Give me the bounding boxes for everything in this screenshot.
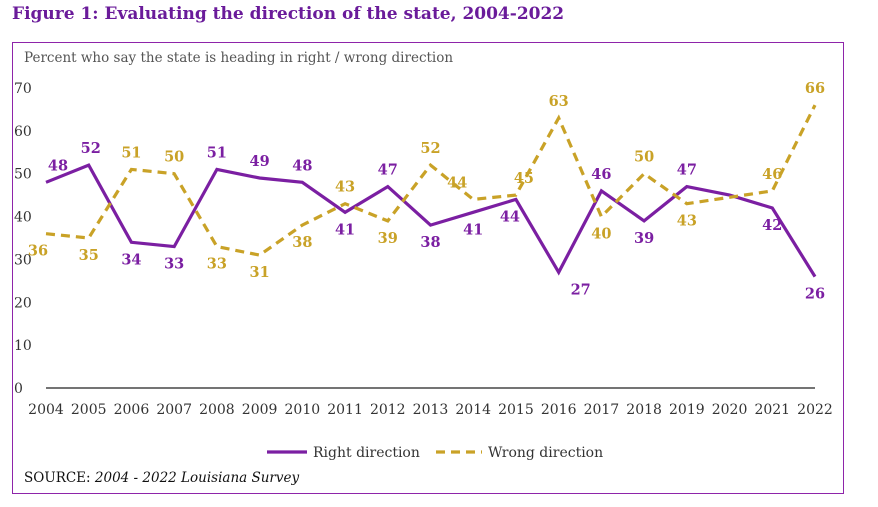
legend-label-wrong: Wrong direction: [488, 445, 603, 461]
data-label: 44: [447, 174, 467, 191]
data-label: 27: [571, 281, 591, 298]
data-label: 52: [420, 140, 440, 157]
x-tick-label: 2013: [413, 402, 449, 418]
data-label: 40: [591, 226, 611, 243]
x-tick-label: 2017: [584, 402, 620, 418]
x-tick-label: 2008: [199, 402, 235, 418]
series-lines: [45, 104, 817, 278]
series-line-wrong: [45, 104, 817, 257]
source-label: SOURCE:: [24, 470, 95, 486]
y-tick-label: 10: [14, 338, 32, 354]
data-label: 42: [762, 217, 782, 234]
data-label: 45: [514, 170, 534, 187]
x-tick-label: 2012: [370, 402, 406, 418]
data-label: 38: [292, 234, 312, 251]
data-label: 26: [805, 286, 825, 303]
chart-frame: [12, 42, 844, 494]
x-tick-label: 2021: [754, 402, 790, 418]
data-label: 52: [81, 140, 101, 157]
data-labels: 48 52 34 33 51 49 48 41 47 38 41 44 27 46 39 47 42 26 36 35…: [28, 80, 825, 302]
data-label: 46: [591, 166, 611, 183]
y-axis-ticks: 0 10 20 30 40 50 60 70: [14, 81, 32, 397]
data-label: 66: [805, 80, 825, 97]
x-tick-label: 2004: [28, 402, 64, 418]
source-note: SOURCE: 2004 - 2022 Louisiana Survey: [24, 470, 299, 486]
data-label: 31: [250, 264, 270, 281]
y-tick-label: 30: [14, 252, 32, 268]
x-tick-label: 2016: [541, 402, 577, 418]
x-tick-label: 2015: [498, 402, 534, 418]
y-tick-label: 20: [14, 295, 32, 311]
data-label: 48: [48, 157, 68, 174]
data-label: 33: [207, 256, 227, 273]
y-tick-label: 60: [14, 124, 32, 140]
x-tick-label: 2020: [712, 402, 748, 418]
data-label: 50: [164, 149, 184, 166]
data-label: 34: [121, 251, 141, 268]
data-label: 43: [677, 213, 697, 230]
data-label: 47: [378, 162, 398, 179]
x-tick-label: 2011: [327, 402, 363, 418]
data-label: 33: [164, 256, 184, 273]
data-label: 38: [420, 234, 440, 251]
x-tick-label: 2006: [114, 402, 150, 418]
x-tick-label: 2014: [455, 402, 491, 418]
data-label: 43: [335, 179, 355, 196]
x-tick-label: 2019: [669, 402, 705, 418]
x-tick-label: 2010: [285, 402, 321, 418]
data-label: 35: [79, 247, 99, 264]
y-tick-label: 0: [14, 381, 23, 397]
data-label: 41: [463, 221, 483, 238]
data-label: 39: [378, 230, 398, 247]
x-tick-label: 2022: [797, 402, 833, 418]
data-label: 51: [121, 144, 141, 161]
y-tick-label: 50: [14, 167, 32, 183]
data-label: 47: [677, 162, 697, 179]
chart-subtitle: Percent who say the state is heading in …: [24, 50, 454, 66]
x-tick-label: 2007: [156, 402, 192, 418]
x-tick-label: 2005: [71, 402, 107, 418]
x-tick-label: 2018: [626, 402, 662, 418]
source-text: 2004 - 2022 Louisiana Survey: [94, 470, 300, 486]
data-label: 46: [762, 166, 782, 183]
legend-label-right: Right direction: [313, 445, 420, 461]
data-label: 48: [292, 157, 312, 174]
data-label: 39: [634, 230, 654, 247]
data-label: 44: [500, 208, 520, 225]
data-label: 50: [634, 149, 654, 166]
chart-legend: Right direction Wrong direction: [267, 445, 603, 461]
data-label: 49: [250, 153, 270, 170]
y-tick-label: 40: [14, 210, 32, 226]
data-label: 36: [28, 243, 48, 260]
figure-title: Figure 1: Evaluating the direction of th…: [12, 4, 565, 24]
series-line-right: [45, 163, 817, 278]
data-label: 41: [335, 221, 355, 238]
x-axis-ticks: 2004 2005 2006 2007 2008 2009 2010 2011 2012 2013…: [28, 402, 833, 418]
x-tick-label: 2009: [242, 402, 278, 418]
y-tick-label: 70: [14, 81, 32, 97]
data-label: 51: [207, 144, 227, 161]
data-label: 63: [549, 93, 569, 110]
